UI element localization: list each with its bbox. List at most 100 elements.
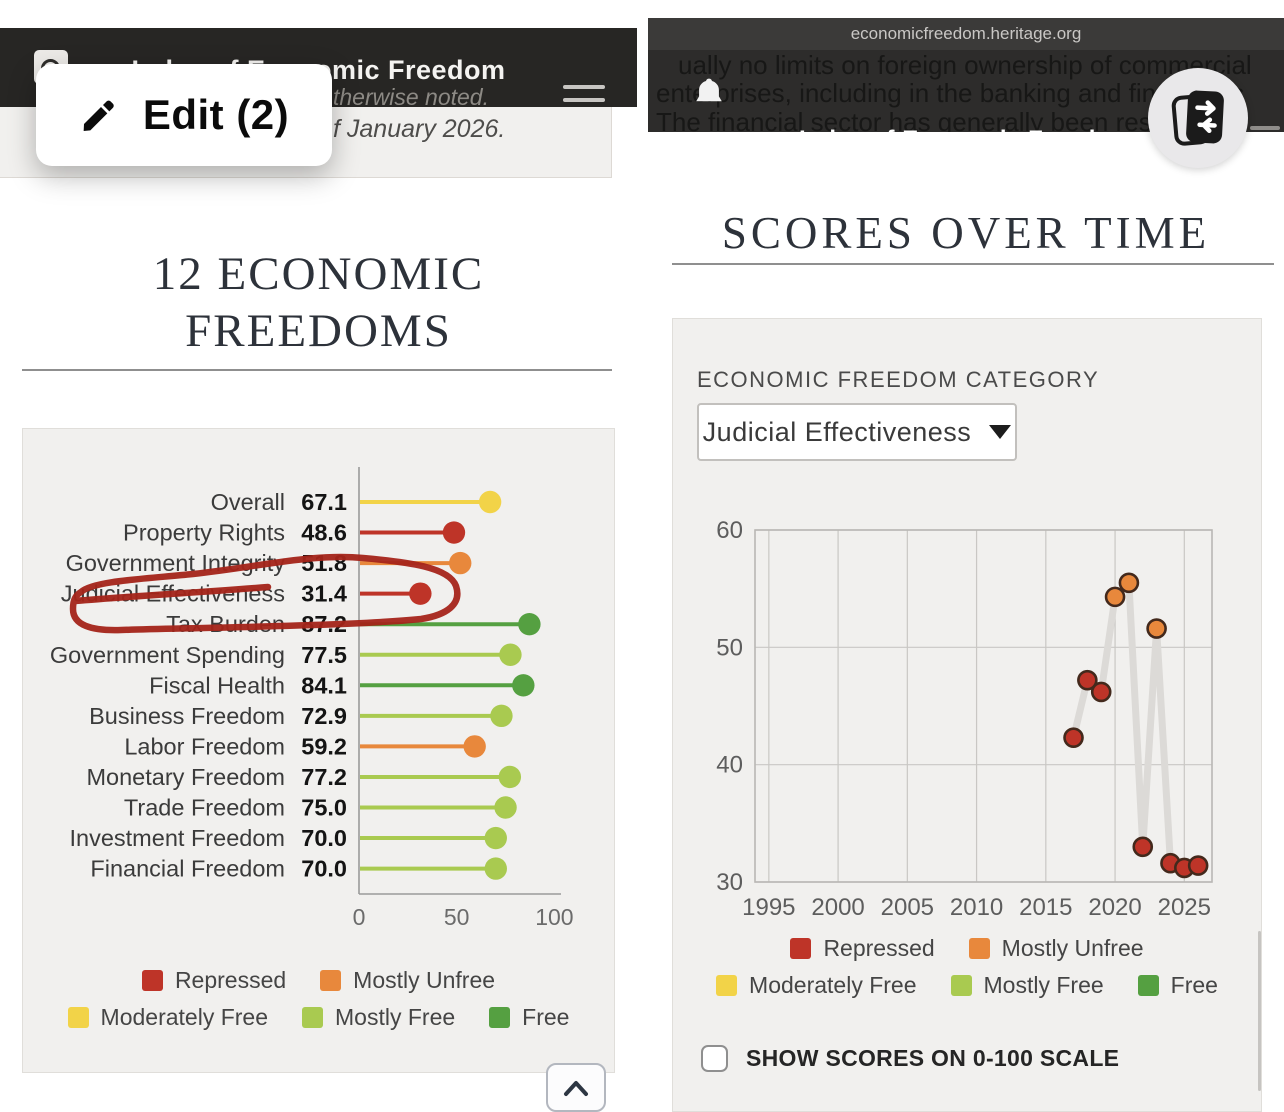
- tab-switcher-button[interactable]: [1148, 68, 1248, 168]
- data-point: [1090, 681, 1112, 703]
- notice-text: f January 2026.: [333, 115, 506, 143]
- svg-text:Trade Freedom: Trade Freedom: [124, 795, 285, 821]
- svg-text:2005: 2005: [881, 894, 934, 921]
- svg-text:70.0: 70.0: [301, 825, 347, 851]
- legend-swatch: [950, 975, 972, 996]
- scores-scatter-chart: 1995 2000 2005 2010 2015 2020 2025 30 40 50 60: [716, 517, 1213, 921]
- svg-text:2020: 2020: [1088, 894, 1141, 921]
- freedoms-chart-card: 0 50 100 Overall 67.1 Property Rights 48.6 Gove…: [22, 428, 615, 1073]
- legend-item: Mostly Free: [302, 1004, 455, 1031]
- chevron-down-icon: [989, 425, 1012, 439]
- svg-text:Business Freedom: Business Freedom: [89, 703, 285, 729]
- page-text-fragment: therwise noted.: [333, 84, 489, 110]
- svg-text:72.9: 72.9: [301, 703, 347, 729]
- pencil-icon: [83, 100, 114, 131]
- category-label: ECONOMIC FREEDOM CATEGORY: [697, 367, 1100, 392]
- legend-item: Mostly Unfree: [968, 935, 1144, 962]
- page-text-fragment: ually no limits on foreign ownership of …: [678, 50, 1252, 80]
- right-section-title: SCORES OVER TIME: [721, 208, 1211, 258]
- switch-tabs-icon: [1171, 90, 1224, 146]
- legend-item: Repressed: [790, 935, 935, 962]
- legend-item: Moderately Free: [716, 972, 917, 999]
- svg-text:Government Integrity: Government Integrity: [66, 550, 286, 576]
- bell-icon[interactable]: [693, 76, 725, 108]
- data-point: [1146, 618, 1167, 639]
- data-point: [1063, 727, 1084, 748]
- svg-text:60: 60: [716, 517, 743, 544]
- right-app-title: Index of Economic Freedom: [648, 126, 1284, 132]
- legend-swatch: [141, 970, 163, 991]
- legend-item: Repressed: [141, 967, 286, 994]
- svg-text:2010: 2010: [950, 894, 1003, 921]
- legend-swatch: [1137, 975, 1159, 996]
- svg-text:70.0: 70.0: [301, 856, 347, 882]
- svg-text:50: 50: [444, 904, 470, 930]
- hand-drawn-annotation-circle: [69, 553, 461, 634]
- svg-text:30: 30: [716, 869, 743, 896]
- svg-text:Property Rights: Property Rights: [123, 520, 285, 546]
- svg-text:Overall: Overall: [211, 489, 285, 515]
- svg-text:Financial Freedom: Financial Freedom: [90, 856, 285, 882]
- scroll-top-button[interactable]: [546, 1063, 606, 1112]
- checkbox-label: SHOW SCORES ON 0-100 SCALE: [746, 1045, 1120, 1071]
- legend-swatch: [489, 1007, 511, 1028]
- chart-legend: Repressed Mostly Unfree Moderately Free Mos…: [23, 967, 614, 1031]
- svg-text:0: 0: [353, 904, 366, 930]
- scores-over-time-card: ECONOMIC FREEDOM CATEGORY Judicial Effec…: [672, 318, 1262, 1112]
- right-screenshot: economicfreedom.heritage.org ually no li…: [648, 0, 1284, 1112]
- legend-item: Free: [1137, 972, 1218, 999]
- legend-swatch: [968, 938, 990, 959]
- scrollbar-thumb[interactable]: [1258, 931, 1261, 1091]
- legend-item: Free: [489, 1004, 569, 1031]
- svg-text:48.6: 48.6: [301, 520, 347, 546]
- legend-swatch: [790, 938, 812, 959]
- svg-text:67.1: 67.1: [301, 489, 347, 515]
- svg-text:100: 100: [535, 904, 573, 930]
- menu-icon[interactable]: [1250, 126, 1280, 132]
- svg-text:31.4: 31.4: [301, 581, 347, 607]
- data-point: [1132, 836, 1154, 858]
- svg-text:Government Spending: Government Spending: [50, 642, 285, 668]
- svg-text:59.2: 59.2: [301, 733, 347, 759]
- svg-text:84.1: 84.1: [301, 672, 347, 698]
- svg-text:Fiscal Health: Fiscal Health: [149, 672, 285, 698]
- freedoms-lollipop-chart: 0 50 100 Overall 67.1 Property Rights 48.6 Gove…: [50, 467, 574, 930]
- svg-text:2015: 2015: [1019, 894, 1072, 921]
- data-point: [1118, 572, 1140, 594]
- legend-swatch: [67, 1007, 89, 1028]
- svg-text:77.5: 77.5: [301, 642, 347, 668]
- svg-text:2025: 2025: [1158, 894, 1211, 921]
- svg-text:1995: 1995: [742, 894, 795, 921]
- legend-item: Moderately Free: [67, 1004, 268, 1031]
- svg-text:40: 40: [716, 752, 743, 779]
- url-text: economicfreedom.heritage.org: [850, 24, 1082, 43]
- legend-item: Mostly Free: [950, 972, 1104, 999]
- svg-text:Labor Freedom: Labor Freedom: [124, 733, 285, 759]
- svg-text:75.0: 75.0: [301, 795, 347, 821]
- dropdown-value: Judicial Effectiveness: [702, 416, 972, 447]
- edit-button-label: Edit (2): [142, 91, 290, 138]
- data-point: [1077, 669, 1098, 691]
- data-point: [1104, 586, 1126, 608]
- chevron-up-icon: [564, 1081, 588, 1096]
- checkbox[interactable]: [701, 1045, 728, 1072]
- browser-url-bar[interactable]: economicfreedom.heritage.org: [648, 18, 1284, 50]
- category-dropdown[interactable]: Judicial Effectiveness: [697, 403, 1017, 461]
- legend-swatch: [302, 1007, 324, 1028]
- page-text-fragment: The financial sector has generally been …: [656, 107, 1198, 132]
- divider: [22, 369, 612, 371]
- left-section-title: 12 ECONOMIC FREEDOMS: [152, 248, 485, 357]
- data-point: [1187, 855, 1209, 876]
- left-screenshot: Index of Economic Freedom therwise noted…: [0, 0, 637, 1112]
- legend-item: Mostly Unfree: [320, 967, 495, 994]
- legend-swatch: [320, 970, 342, 991]
- svg-text:Investment Freedom: Investment Freedom: [69, 825, 285, 851]
- page-text-fragment: enterprises, including in the banking an…: [656, 78, 1245, 108]
- scale-checkbox-row[interactable]: SHOW SCORES ON 0-100 SCALE: [701, 1045, 1119, 1072]
- svg-text:50: 50: [716, 634, 743, 661]
- legend-swatch: [716, 975, 738, 996]
- divider: [672, 263, 1274, 265]
- svg-text:Monetary Freedom: Monetary Freedom: [86, 764, 285, 790]
- edit-button[interactable]: Edit (2): [36, 64, 332, 166]
